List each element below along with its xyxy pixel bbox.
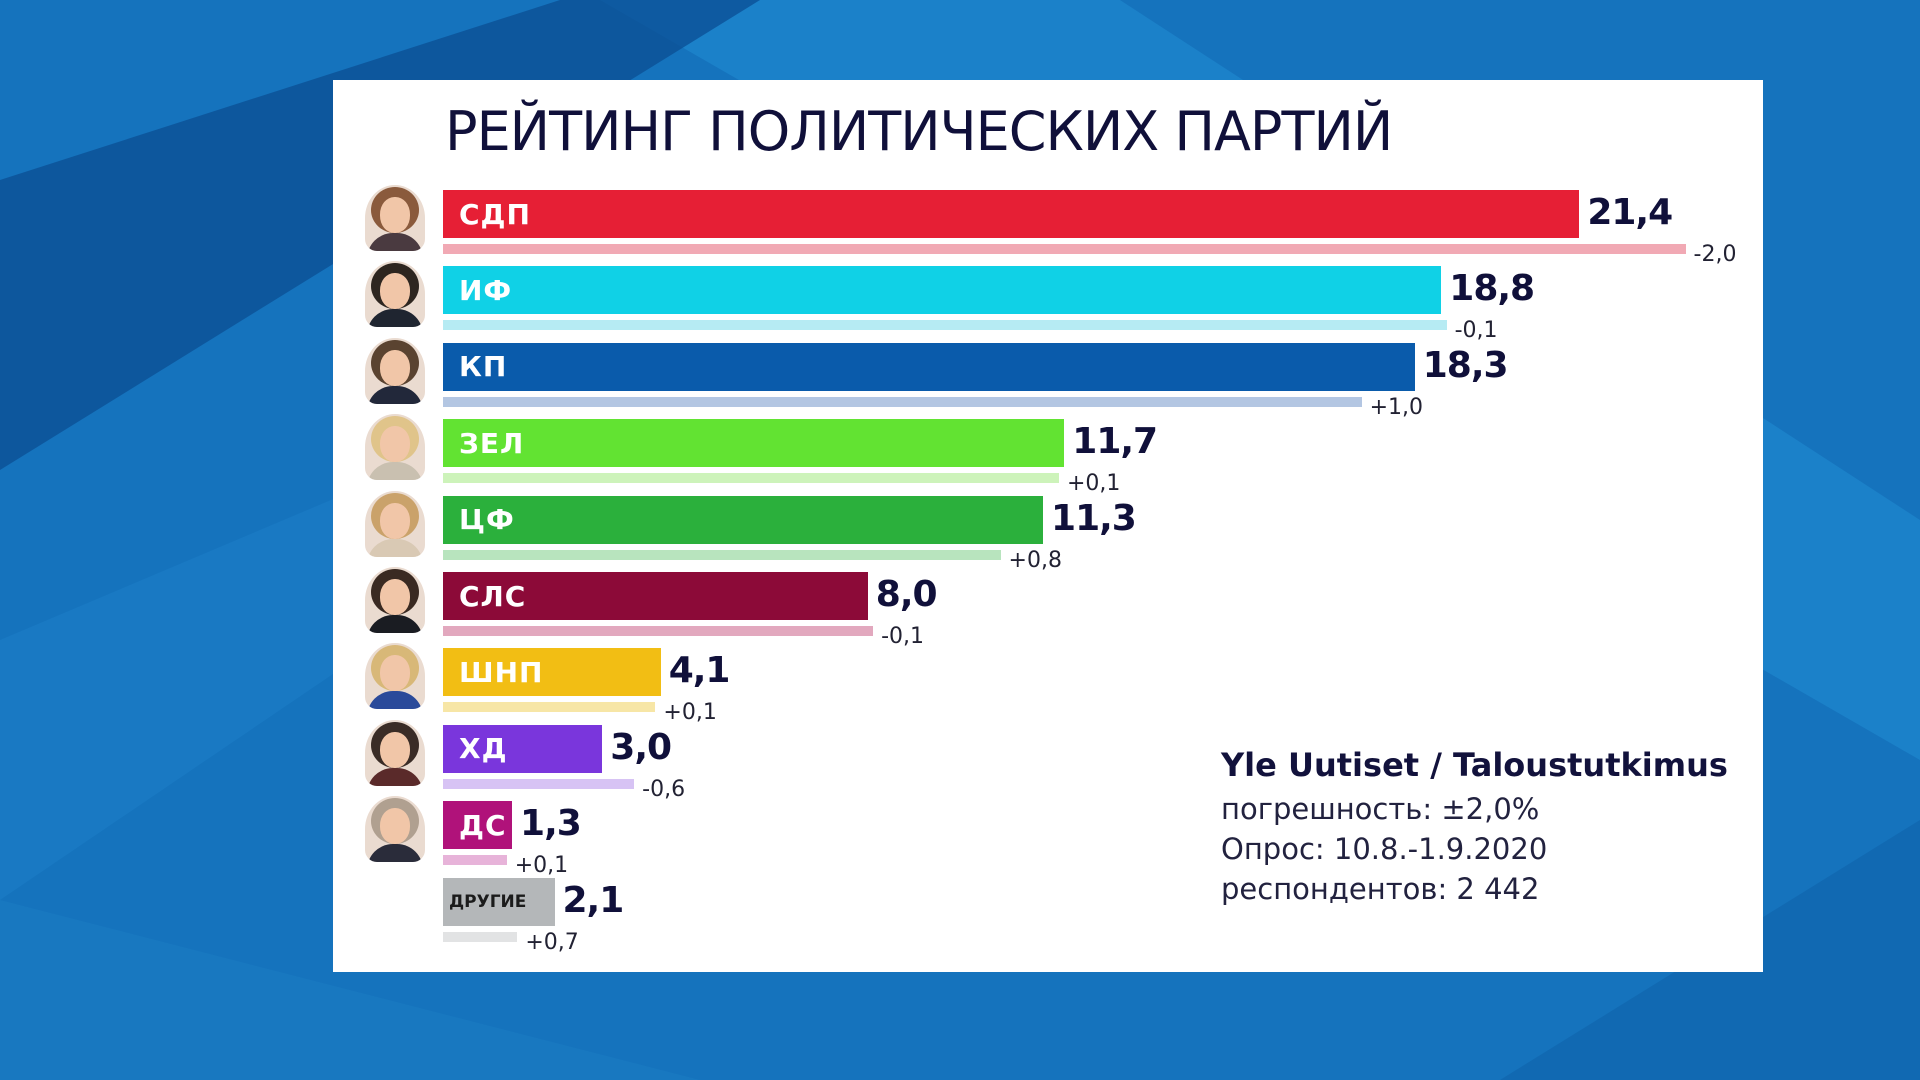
previous-value-bar (443, 244, 1686, 254)
portrait-body (367, 615, 423, 633)
portrait-body (367, 462, 423, 481)
portrait-body (367, 691, 423, 710)
portrait-body (367, 538, 423, 557)
party-leader-photo (365, 796, 425, 863)
party-leader-photo (365, 337, 425, 404)
party-leader-photo (365, 490, 425, 557)
bar-row: ЗЕЛ 11,7 +0,1 (333, 414, 1763, 496)
change-label: +0,8 (1008, 547, 1062, 573)
bar-value-label: 21,4 (1587, 192, 1673, 233)
portrait-face (380, 655, 410, 692)
bar-value-label: 3,0 (610, 726, 672, 768)
bar-row: СДП 21,4 -2,0 (333, 185, 1763, 267)
previous-value-bar (443, 702, 656, 713)
previous-value-bar (443, 626, 874, 636)
party-leader-photo (365, 261, 425, 328)
bar-value-label: 11,3 (1051, 497, 1137, 539)
bar-category-label: ШНП (459, 655, 544, 689)
bar: ШНП (443, 648, 661, 697)
bar-category-label: ДС (459, 808, 507, 842)
bar-value-label: 4,1 (668, 650, 731, 692)
change-label: -0,6 (642, 776, 686, 802)
bar: КП (443, 342, 1415, 391)
previous-value-bar (443, 396, 1362, 407)
bar-value-label: 18,3 (1422, 344, 1509, 386)
change-label: +0,1 (663, 700, 717, 726)
portrait-face (380, 731, 410, 768)
portrait-face (380, 808, 410, 845)
portrait-body (367, 385, 423, 404)
bar-category-label: КП (459, 350, 508, 384)
bar-value-label: 1,3 (520, 803, 582, 845)
bar-category-label: ДРУГИЕ (449, 891, 527, 912)
bar: ЗЕЛ (443, 419, 1065, 468)
bar: ЦФ (443, 495, 1044, 544)
bar-row: ДРУГИЕ 2,1 +0,7 (333, 877, 1763, 955)
bar-category-label: ЦФ (459, 503, 515, 537)
change-label: -0,1 (881, 624, 925, 649)
source-label: Yle Uutiset / Taloustutkimus (1221, 746, 1728, 784)
party-leader-photo (365, 185, 425, 251)
previous-value-bar (443, 778, 635, 789)
party-leader-photo (365, 719, 425, 786)
bar-row: ХД 3,0 -0,6 (333, 719, 1763, 802)
previous-value-bar (443, 855, 507, 866)
bar: СЛС (443, 572, 868, 620)
portrait-body (367, 767, 423, 786)
change-label: +0,1 (1066, 471, 1121, 497)
change-label: +0,1 (514, 853, 569, 879)
bar: СДП (443, 190, 1580, 238)
chart-panel: РЕЙТИНГ ПОЛИТИЧЕСКИХ ПАРТИЙ СДП 21,4 -2,0 И… (333, 80, 1763, 972)
portrait-body (367, 233, 423, 251)
previous-value-bar (443, 320, 1447, 331)
party-leader-photo (365, 567, 425, 633)
bar-category-label: СДП (459, 197, 531, 231)
bar: ХД (443, 724, 603, 773)
bar-row: ЦФ 11,3 +0,8 (333, 490, 1763, 573)
change-label: +0,7 (525, 929, 579, 955)
bar-category-label: ЗЕЛ (459, 426, 525, 460)
bar-category-label: ХД (459, 732, 508, 766)
portrait-face (380, 502, 410, 539)
party-leader-photo (365, 643, 425, 710)
portrait-face (380, 273, 410, 310)
chart-title: РЕЙТИНГ ПОЛИТИЧЕСКИХ ПАРТИЙ (445, 100, 1393, 163)
bar: ИФ (443, 266, 1442, 315)
bar-category-label: СЛС (459, 579, 527, 613)
portrait-face (380, 426, 410, 463)
portrait-body (367, 844, 423, 863)
bar-value-label: 11,7 (1072, 421, 1158, 463)
previous-value-bar (443, 473, 1059, 484)
bar-row: ДС 1,3 +0,1 (333, 796, 1763, 878)
bar-value-label: 18,8 (1449, 268, 1535, 310)
respondents-count: респондентов: 2 442 (1221, 872, 1540, 906)
bar-value-label: 2,1 (562, 879, 625, 921)
bar-row: ИФ 18,8 -0,1 (333, 261, 1763, 343)
bar-value-label: 8,0 (875, 574, 938, 615)
party-leader-photo (365, 414, 425, 481)
change-label: -2,0 (1693, 242, 1737, 267)
bar-row: СЛС 8,0 -0,1 (333, 567, 1763, 649)
previous-value-bar (443, 931, 518, 942)
poll-period: Опрос: 10.8.-1.9.2020 (1221, 832, 1548, 866)
bar-row: ШНП 4,1 +0,1 (333, 643, 1763, 725)
portrait-face (380, 579, 410, 615)
bar-row: КП 18,3 +1,0 (333, 337, 1763, 420)
error-margin: погрешность: ±2,0% (1221, 792, 1540, 826)
change-label: +1,0 (1369, 394, 1424, 420)
portrait-face (380, 197, 410, 233)
bar: ДС (443, 801, 513, 850)
previous-value-bar (443, 549, 1001, 560)
portrait-body (367, 309, 423, 328)
bar: ДРУГИЕ (443, 877, 555, 926)
bar-category-label: ИФ (459, 273, 513, 307)
portrait-face (380, 349, 410, 386)
change-label: -0,1 (1454, 318, 1498, 344)
